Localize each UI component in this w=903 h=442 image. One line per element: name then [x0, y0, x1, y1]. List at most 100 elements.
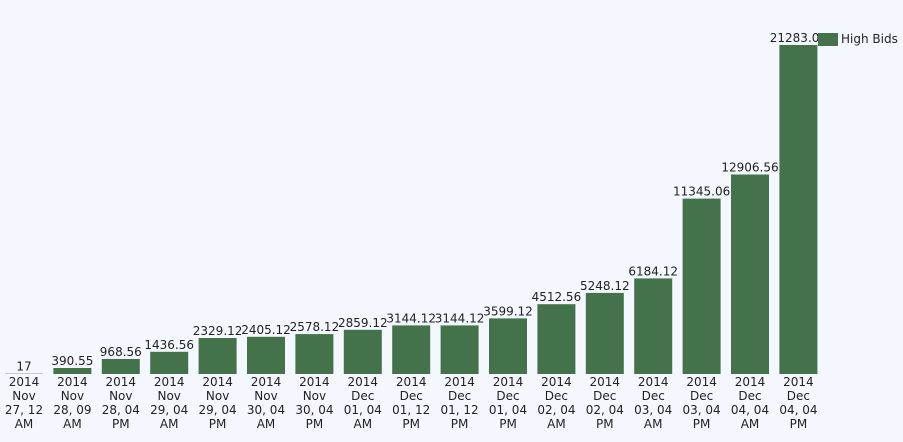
bar [586, 293, 624, 374]
bar-value-label: 3599.12 [483, 304, 533, 318]
x-tick-label-line: AM [160, 417, 179, 431]
x-tick-label-line: Dec [545, 389, 568, 403]
bar [634, 278, 672, 374]
x-tick-label-line: 2014 [396, 375, 427, 389]
x-tick-label-line: 2014 [783, 375, 814, 389]
bar [392, 325, 430, 374]
x-tick-label-line: AM [63, 417, 82, 431]
x-tick-label-line: 30, 04 [247, 403, 285, 417]
bar [537, 304, 575, 374]
bar-value-label: 2578.12 [290, 320, 340, 334]
bar-value-label: 4512.56 [532, 290, 582, 304]
x-tick-label-line: Dec [496, 389, 519, 403]
x-tick-label-line: 2014 [202, 375, 233, 389]
legend-label: High Bids [841, 32, 898, 46]
x-tick-label-line: PM [451, 417, 469, 431]
x-tick-label-line: Dec [738, 389, 761, 403]
x-tick-label-line: 28, 09 [53, 403, 91, 417]
x-tick-label-line: AM [15, 417, 34, 431]
x-tick-label-line: AM [354, 417, 373, 431]
x-tick-label-line: 2014 [493, 375, 524, 389]
bar-value-label: 3144.12 [386, 311, 436, 325]
x-tick-label-line: Dec [448, 389, 471, 403]
bar [295, 334, 333, 374]
x-tick-label-line: 27, 12 [5, 403, 43, 417]
x-tick-label-line: 2014 [590, 375, 621, 389]
x-tick-label-line: 2014 [541, 375, 572, 389]
x-tick-label-line: AM [644, 417, 663, 431]
x-tick-label-line: Nov [109, 389, 132, 403]
bar-value-label: 17 [16, 360, 31, 374]
x-tick-label-line: 04, 04 [731, 403, 769, 417]
bar-value-label: 390.55 [51, 354, 93, 368]
x-tick-label-line: 2014 [686, 375, 717, 389]
x-tick-label-line: 29, 04 [199, 403, 237, 417]
bar-value-label: 2329.12 [193, 324, 243, 338]
x-tick-label-line: PM [209, 417, 227, 431]
bar-value-label: 11345.06 [673, 185, 730, 199]
x-tick-label-line: AM [257, 417, 276, 431]
bar [199, 338, 237, 374]
bar-value-label: 12906.56 [721, 161, 778, 175]
x-tick-label-line: PM [693, 417, 711, 431]
x-tick-label-line: Nov [61, 389, 84, 403]
bar [779, 45, 817, 374]
x-tick-label-line: 2014 [735, 375, 766, 389]
legend-swatch [818, 33, 838, 46]
bar-value-label: 2859.12 [338, 316, 388, 330]
x-tick-label-line: PM [112, 417, 130, 431]
x-tick-label-line: PM [596, 417, 614, 431]
bar [489, 318, 527, 374]
x-tick-label-line: PM [499, 417, 517, 431]
x-tick-label-line: AM [547, 417, 566, 431]
x-tick-label-line: PM [790, 417, 808, 431]
x-tick-label-line: Dec [642, 389, 665, 403]
x-tick-label-line: Dec [400, 389, 423, 403]
bar-value-label: 5248.12 [580, 279, 630, 293]
x-tick-label-line: AM [741, 417, 760, 431]
x-tick-label-line: PM [402, 417, 420, 431]
x-tick-label-line: 2014 [348, 375, 379, 389]
x-tick-label-line: 2014 [444, 375, 475, 389]
x-tick-label-line: Nov [206, 389, 229, 403]
x-tick-label-line: PM [306, 417, 324, 431]
bar [102, 359, 140, 374]
bar [683, 199, 721, 374]
x-tick-label-line: 03, 04 [683, 403, 721, 417]
x-tick-label-line: Nov [254, 389, 277, 403]
bar-value-label: 3144.12 [435, 311, 485, 325]
x-tick-label-line: Dec [351, 389, 374, 403]
x-tick-label-line: 28, 04 [102, 403, 140, 417]
x-tick-label-line: 2014 [9, 375, 40, 389]
bar [150, 352, 188, 374]
x-tick-label-line: 01, 04 [489, 403, 527, 417]
bar [441, 325, 479, 374]
x-tick-label-line: Dec [787, 389, 810, 403]
x-tick-label-line: Nov [12, 389, 35, 403]
x-tick-label-line: 01, 12 [441, 403, 479, 417]
bar-value-label: 968.56 [100, 345, 142, 359]
bar [247, 337, 285, 374]
x-tick-label-line: Nov [157, 389, 180, 403]
x-tick-label-line: 2014 [57, 375, 88, 389]
x-tick-label-line: 2014 [638, 375, 669, 389]
x-tick-label-line: Nov [303, 389, 326, 403]
bar-value-label: 2405.12 [241, 323, 291, 337]
bar-value-label: 1436.56 [144, 338, 194, 352]
x-tick-label-line: 02, 04 [586, 403, 624, 417]
